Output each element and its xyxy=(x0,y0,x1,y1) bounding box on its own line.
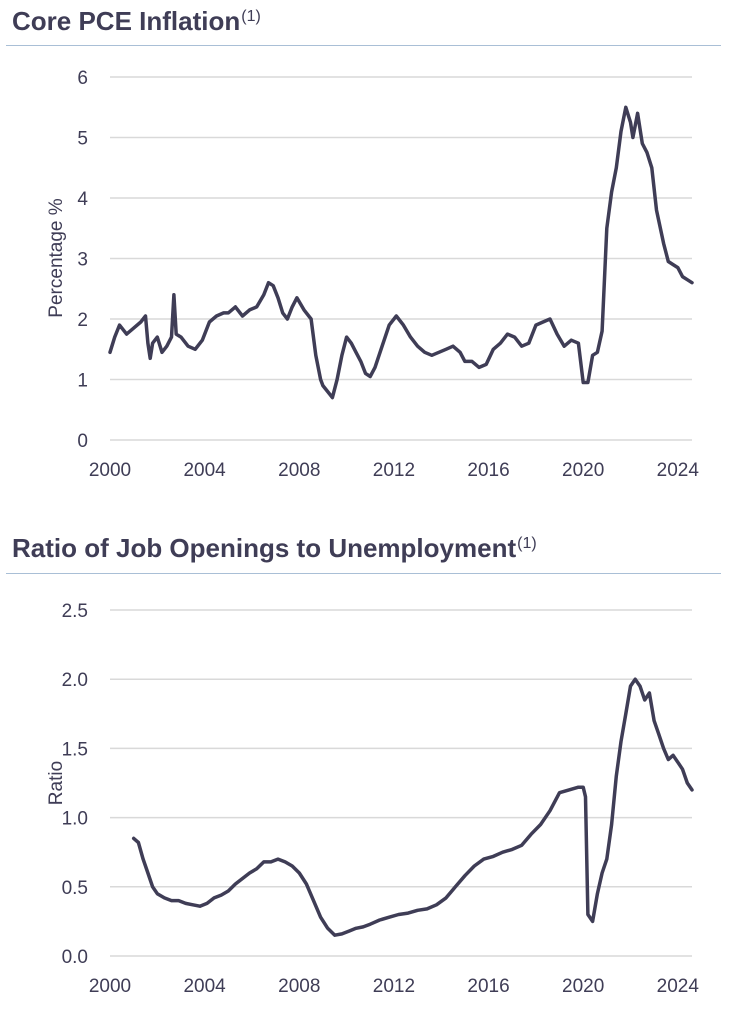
y-tick-label-5: 2.5 xyxy=(62,601,88,622)
chart-1-footnote: (1) xyxy=(241,8,261,25)
y-axis-label: Percentage % xyxy=(46,198,67,317)
y-axis-label: Ratio xyxy=(46,761,67,805)
y-tick-label-0: 0.0 xyxy=(62,947,88,968)
x-tick-label-2: 2008 xyxy=(278,976,320,997)
y-tick-label-6: 6 xyxy=(77,68,88,89)
y-tick-label-4: 2.0 xyxy=(62,670,88,691)
x-tick-label-1: 2004 xyxy=(183,976,226,997)
chart-1-core-pce-inflation: 0 1 2 3 4 5 6 2000 2004 2008 2012 2016 2020 2024 Perce… xyxy=(46,68,700,481)
series-line-0 xyxy=(108,105,694,400)
y-tick-label-3: 3 xyxy=(77,250,88,271)
x-tick-label-3: 2012 xyxy=(373,976,415,997)
chart-2-title-rule xyxy=(6,573,721,574)
x-tick-label-4: 2016 xyxy=(467,460,509,481)
x-tick-label-5: 2020 xyxy=(562,976,604,997)
x-tick-label-4: 2016 xyxy=(467,976,509,997)
x-tick-label-1: 2004 xyxy=(183,460,226,481)
series-line-0 xyxy=(131,677,694,937)
y-tick-label-3: 1.5 xyxy=(62,739,88,760)
x-tick-label-2: 2008 xyxy=(278,460,320,481)
x-tick-label-0: 2000 xyxy=(89,976,131,997)
y-tick-label-2: 1.0 xyxy=(62,809,88,830)
x-tick-label-6: 2024 xyxy=(657,460,700,481)
y-tick-label-0: 0 xyxy=(77,431,88,452)
x-tick-label-3: 2012 xyxy=(373,460,415,481)
y-tick-label-1: 0.5 xyxy=(62,878,88,899)
x-tick-label-0: 2000 xyxy=(89,460,131,481)
x-tick-label-6: 2024 xyxy=(657,976,700,997)
chart-2-title: Ratio of Job Openings to Unemployment(1) xyxy=(12,533,537,563)
y-tick-label-2: 2 xyxy=(77,310,88,331)
chart-1-title: Core PCE Inflation(1) xyxy=(12,6,261,36)
chart-2-footnote: (1) xyxy=(517,535,537,552)
chart-1-title-rule xyxy=(6,45,721,46)
x-tick-label-5: 2020 xyxy=(562,460,604,481)
y-tick-label-4: 4 xyxy=(77,189,88,210)
y-tick-label-5: 5 xyxy=(77,129,88,150)
y-tick-label-1: 1 xyxy=(77,371,88,392)
